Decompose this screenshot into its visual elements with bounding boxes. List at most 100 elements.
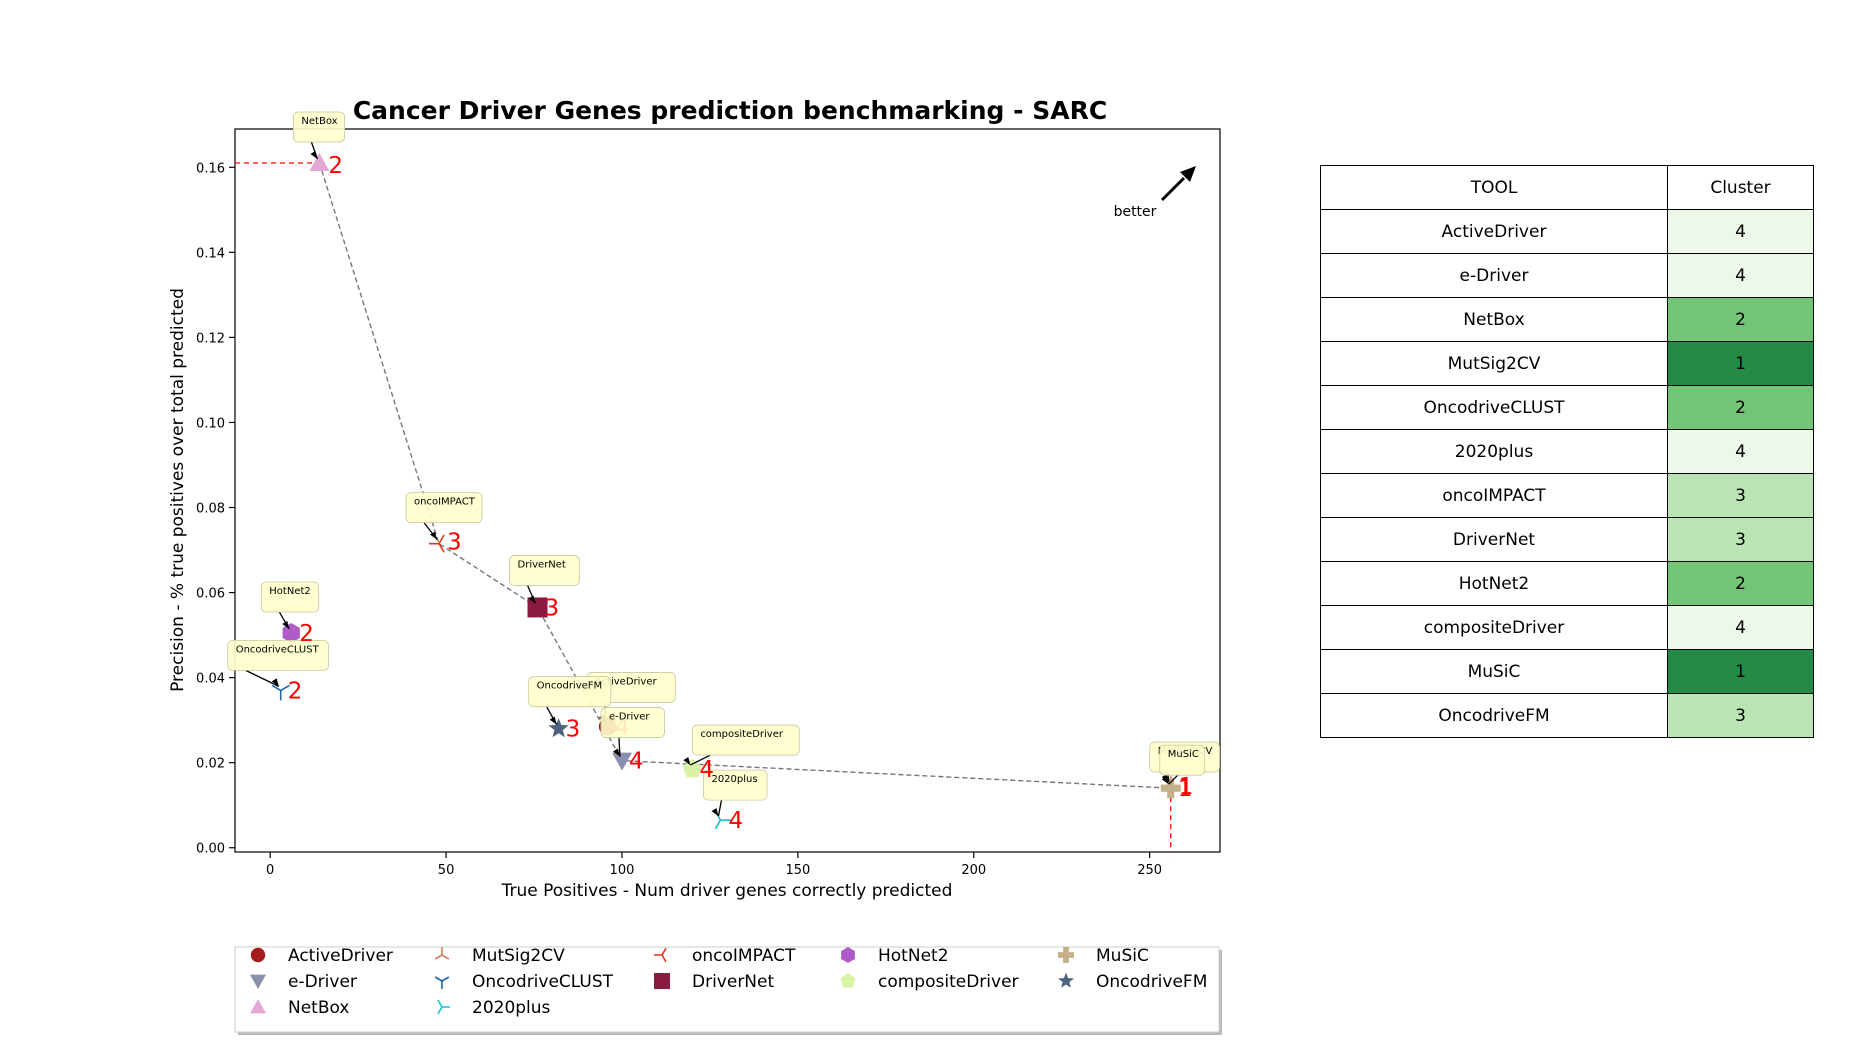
cluster-cell: 2	[1667, 297, 1814, 342]
legend-label: compositeDriver	[878, 972, 1019, 992]
legend-label: 2020plus	[472, 998, 551, 1018]
x-tick-label: 150	[785, 863, 810, 878]
table-header-tool: TOOL	[1320, 165, 1668, 210]
annotation-label: oncoIMPACT	[414, 497, 476, 508]
annotation-arrowhead	[430, 531, 438, 540]
legend-label: OncodriveCLUST	[472, 972, 614, 992]
annotation-oncoimpact: oncoIMPACT 3	[405, 492, 483, 556]
point-oncodrivefm	[548, 718, 569, 738]
y-tick-label: 0.14	[196, 246, 225, 261]
table-row: MutSig2CV 1	[1320, 341, 1814, 386]
legend-item-oncoimpact: oncoIMPACT	[654, 946, 796, 966]
point-oncoimpact	[428, 534, 445, 553]
y-tick-label: 0.04	[196, 672, 225, 687]
annotation-arrow	[1168, 774, 1179, 785]
x-tick-label: 200	[961, 863, 986, 878]
cluster-cell: 3	[1667, 693, 1814, 738]
cluster-cell: 3	[1667, 473, 1814, 518]
point-netbox	[309, 153, 330, 171]
x-tick-label: 0	[266, 863, 274, 878]
tool-cell: OncodriveFM	[1320, 693, 1668, 738]
legend-marker-netbox	[250, 999, 266, 1014]
better-arrow-shaft	[1160, 176, 1186, 202]
cluster-number: 2	[299, 621, 314, 647]
annotation-box	[227, 639, 329, 671]
cluster-cell: 4	[1667, 429, 1814, 474]
tool-cell: oncoIMPACT	[1320, 473, 1668, 518]
legend-item-hotnet2: HotNet2	[841, 946, 949, 966]
tool-cell: compositeDriver	[1320, 605, 1668, 650]
legend-label: HotNet2	[878, 946, 949, 966]
legend-item-mutsig2cv: MutSig2CV	[434, 946, 565, 966]
annotation-box	[1159, 744, 1206, 776]
table-row: ActiveDriver 4	[1320, 209, 1814, 254]
legend-label: oncoIMPACT	[692, 946, 796, 966]
y-tick-label: 0.00	[196, 842, 225, 857]
annotation-netbox: NetBox 2	[293, 111, 346, 179]
legend-item-compositedriver: compositeDriver	[840, 972, 1019, 992]
legend-item-oncodriveclust: OncodriveCLUST	[434, 972, 614, 992]
legend-label: MutSig2CV	[472, 946, 565, 966]
annotation-arrowhead	[612, 748, 620, 757]
tool-cell: NetBox	[1320, 297, 1668, 342]
legend-item-2020plus: 2020plus	[437, 998, 551, 1018]
annotation-2020plus: 2020plus 4	[703, 769, 768, 834]
tool-cell: OncodriveCLUST	[1320, 385, 1668, 430]
point-oncodriveclust	[271, 684, 290, 701]
legend-label: e-Driver	[288, 972, 357, 992]
table-row: NetBox 2	[1320, 297, 1814, 342]
table-row: oncoIMPACT 3	[1320, 473, 1814, 518]
cluster-cell: 4	[1667, 253, 1814, 298]
annotation-arrowhead	[271, 678, 279, 687]
point-e-driver	[612, 752, 632, 771]
annotation-label: compositeDriver	[700, 729, 784, 740]
legend-marker-oncodriveclust	[434, 976, 450, 989]
annotation-e-driver: e-Driver 4	[600, 707, 665, 775]
table-row: 2020plus 4	[1320, 429, 1814, 474]
table-header-cluster: Cluster	[1667, 165, 1814, 210]
tool-cell: HotNet2	[1320, 561, 1668, 606]
legend-marker-activedriver	[250, 947, 266, 963]
legend-item-activedriver: ActiveDriver	[250, 946, 393, 966]
annotation-label: OncodriveFM	[537, 681, 603, 692]
annotation-drivernet: DriverNet 3	[509, 555, 580, 621]
annotation-compositedriver: compositeDriver 4	[683, 724, 800, 783]
cluster-number: 4	[728, 808, 743, 834]
annotation-arrow	[618, 737, 621, 757]
y-tick-label: 0.08	[196, 502, 225, 517]
table-row: e-Driver 4	[1320, 253, 1814, 298]
legend-item-drivernet: DriverNet	[654, 972, 774, 992]
annotation-hotnet2: HotNet2 2	[260, 581, 320, 647]
cluster-cell: 2	[1667, 385, 1814, 430]
cluster-number: 3	[566, 717, 581, 743]
annotation-box	[405, 492, 483, 524]
annotation-box	[509, 555, 580, 586]
table-header-row: TOOL Cluster	[1320, 165, 1814, 210]
annotation-box	[703, 769, 768, 801]
cluster-number: 4	[699, 757, 714, 783]
point-compositedriver	[682, 759, 702, 778]
annotation-arrowhead	[1161, 776, 1169, 785]
legend-item-music: MuSiC	[1058, 946, 1149, 966]
cluster-number: 3	[447, 530, 462, 556]
annotation-box	[293, 111, 346, 143]
table-row: OncodriveCLUST 2	[1320, 385, 1814, 430]
annotation-oncodrivefm: OncodriveFM 3	[528, 676, 612, 743]
table-row: compositeDriver 4	[1320, 605, 1814, 650]
legend-label: MuSiC	[1096, 946, 1149, 966]
tool-cell: MutSig2CV	[1320, 341, 1668, 386]
annotation-arrowhead	[310, 151, 318, 160]
annotation-oncodriveclust: OncodriveCLUST 2	[227, 639, 329, 704]
legend-marker-oncodrivefm	[1058, 972, 1074, 988]
legend-label: OncodriveFM	[1096, 972, 1207, 992]
x-tick-label: 50	[438, 863, 455, 878]
annotation-label: 2020plus	[711, 774, 757, 785]
annotation-label: DriverNet	[518, 559, 566, 570]
legend-marker-drivernet	[654, 973, 670, 989]
cluster-number: 2	[328, 153, 343, 179]
annotation-arrow	[717, 799, 723, 817]
better-indicator: better	[1114, 166, 1196, 220]
annotation-arrowhead	[549, 716, 557, 725]
legend-marker-2020plus	[437, 999, 450, 1015]
